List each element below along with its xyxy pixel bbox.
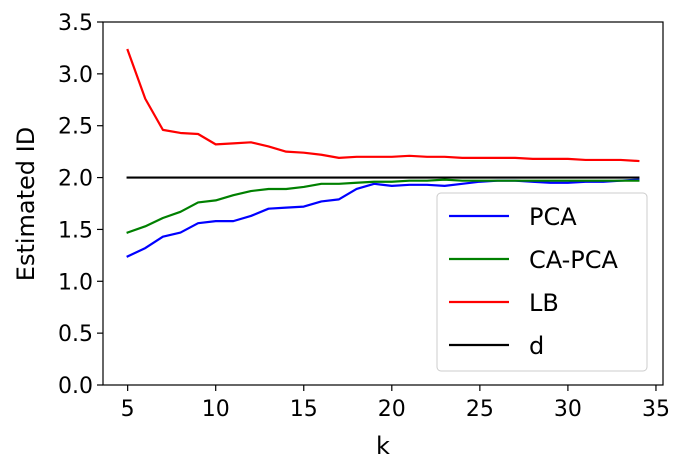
y-axis-label: Estimated ID (12, 127, 40, 281)
y-tick-label: 1.0 (58, 270, 93, 295)
x-tick-label: 15 (290, 397, 318, 422)
x-tick-label: 25 (466, 397, 494, 422)
axes-layer: 5 10 15 20 25 30 35 0.0 0.5 1.0 1.5 2.0 2.5 3.0 3.5 (58, 11, 670, 422)
legend-label-d: d (529, 332, 544, 360)
y-tick-label: 0.0 (58, 374, 93, 399)
y-tick-label: 3.5 (58, 11, 93, 36)
series-layer (126, 48, 640, 258)
y-tick-label: 2.0 (58, 167, 93, 192)
series-line-pca (126, 178, 640, 258)
y-tick-label: 3.0 (58, 63, 93, 88)
legend: PCA CA-PCA LB d (436, 192, 648, 372)
legend-label-lb: LB (529, 289, 559, 317)
legend-label-ca-pca: CA-PCA (529, 246, 619, 274)
series-line-ca-pca (126, 178, 640, 234)
y-tick-label: 2.5 (58, 115, 93, 140)
series-line-lb (126, 48, 640, 163)
plot-frame (102, 21, 664, 386)
y-tick-label: 1.5 (58, 218, 93, 243)
x-tick-label: 20 (378, 397, 406, 422)
x-tick-label: 5 (121, 397, 135, 422)
x-tick-label: 10 (202, 397, 230, 422)
x-tick-label: 35 (642, 397, 670, 422)
x-axis-label: k (376, 432, 390, 460)
x-tick-label: 30 (554, 397, 582, 422)
legend-box (436, 192, 648, 372)
legend-label-pca: PCA (529, 203, 577, 231)
y-tick-label: 0.5 (58, 322, 93, 347)
